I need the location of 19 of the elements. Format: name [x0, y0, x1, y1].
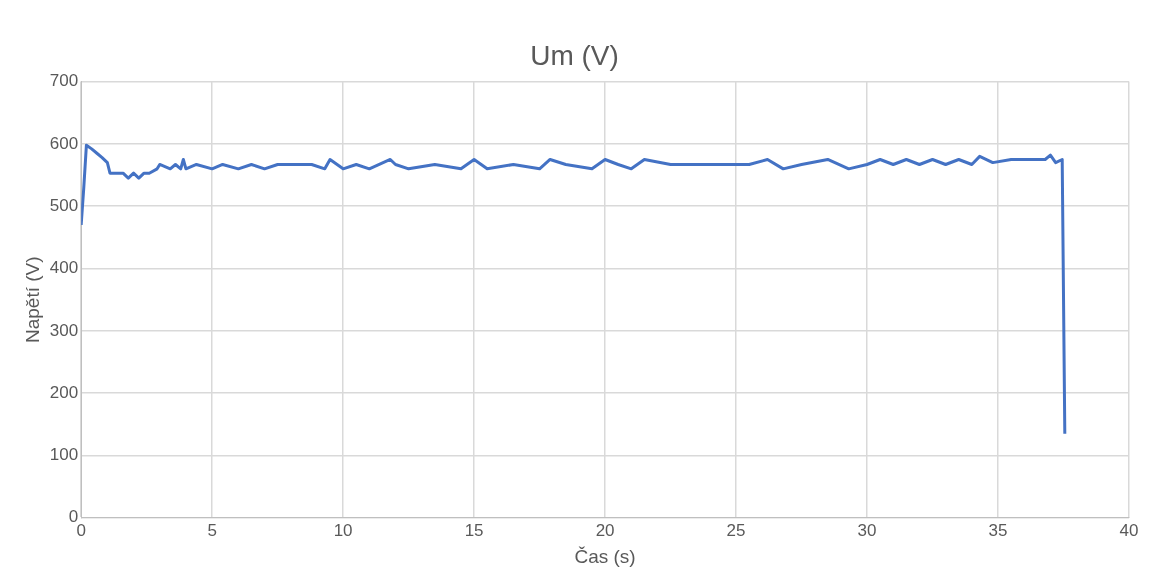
x-tick-label: 30	[857, 520, 877, 540]
x-tick-label: 35	[988, 520, 1008, 540]
y-tick-label: 100	[49, 445, 79, 465]
y-tick-label: 300	[49, 320, 79, 340]
x-tick-label: 10	[333, 520, 353, 540]
x-tick-label: 5	[207, 520, 217, 540]
x-tick-label: 40	[1119, 520, 1139, 540]
y-tick-label: 600	[49, 133, 79, 153]
y-tick-label: 400	[49, 258, 79, 278]
y-tick-label: 200	[49, 382, 79, 402]
x-axis-title: Čas (s)	[574, 545, 636, 567]
y-tick-label: 700	[49, 71, 79, 91]
x-tick-label: 15	[464, 520, 484, 540]
chart-title: Um (V)	[530, 39, 619, 71]
x-tick-label: 20	[595, 520, 615, 540]
x-tick-label: 25	[726, 520, 746, 540]
y-axis-title: Napětí (V)	[21, 256, 43, 343]
y-tick-label: 0	[68, 507, 79, 527]
y-tick-label: 500	[49, 195, 79, 215]
